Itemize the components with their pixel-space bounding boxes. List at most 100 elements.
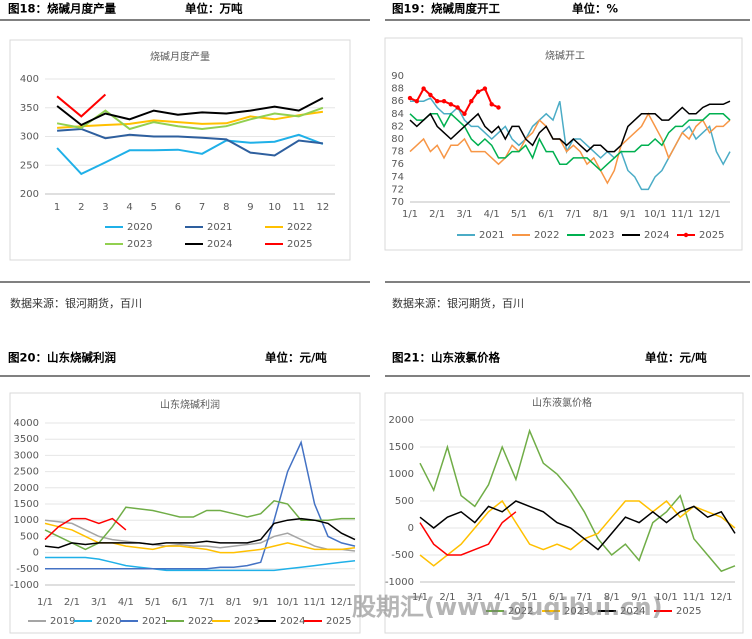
- series-line: [419, 500, 736, 551]
- x-tick-label: 12/1: [698, 209, 720, 220]
- x-tick-label: 3/1: [456, 209, 472, 220]
- legend-marker: [683, 232, 689, 238]
- y-tick-label: 500: [395, 496, 414, 507]
- legend-label: 2024: [620, 606, 645, 617]
- point: [407, 95, 413, 101]
- y-tick-label: 88: [391, 84, 404, 95]
- unit: 单位：%: [572, 2, 618, 16]
- chart-title: 山东烧碱利润: [160, 398, 220, 411]
- legend-label: 2022: [188, 616, 213, 627]
- series-line: [44, 499, 355, 551]
- x-tick-label: 10: [268, 202, 281, 213]
- x-tick-label: 12: [317, 202, 330, 213]
- series-line: [56, 97, 324, 127]
- legend-label: 2021: [142, 616, 167, 627]
- y-tick-label: 84: [391, 109, 404, 120]
- y-tick-label: 300: [20, 132, 39, 143]
- x-tick-label: 7/1: [565, 209, 581, 220]
- point: [482, 86, 488, 91]
- x-tick-label: 4/1: [494, 592, 510, 603]
- point: [421, 86, 426, 91]
- x-tick-label: 5/1: [522, 592, 538, 603]
- point: [428, 92, 433, 98]
- y-tick-label: 350: [20, 103, 39, 114]
- x-tick-label: 3: [102, 202, 108, 213]
- x-tick-label: 2/1: [429, 209, 445, 220]
- heading: 图19：烧碱周度开工: [392, 2, 501, 16]
- series-line: [45, 556, 356, 572]
- series-line: [56, 133, 324, 176]
- x-tick-label: 11/1: [303, 597, 325, 608]
- unit: 单位：元/吨: [265, 351, 327, 365]
- legend-label: 2020: [127, 222, 152, 233]
- point: [489, 102, 494, 107]
- x-tick-label: 11/1: [683, 592, 705, 603]
- y-tick-label: 1500: [389, 442, 414, 453]
- y-tick-label: 72: [391, 184, 404, 195]
- x-tick-label: 10/1: [276, 597, 298, 608]
- legend-label: 2023: [564, 606, 589, 617]
- legend-label: 2021: [207, 222, 232, 233]
- point: [455, 105, 460, 110]
- legend-label: 2022: [508, 606, 533, 617]
- x-tick-label: 8/1: [604, 592, 620, 603]
- y-tick-label: 76: [391, 159, 404, 170]
- y-tick-label: 74: [391, 172, 404, 183]
- y-tick-label: 200: [20, 189, 39, 200]
- series-line: [409, 100, 731, 153]
- legend-label: 2019: [50, 616, 75, 627]
- y-tick-label: 400: [20, 74, 39, 85]
- legend-label: 2020: [96, 616, 121, 627]
- source: 数据来源：银河期货，百川: [10, 296, 142, 310]
- y-tick-label: 1500: [14, 499, 39, 510]
- chart-frame: [384, 37, 743, 251]
- series-line: [410, 97, 731, 191]
- x-tick-label: 9/1: [253, 597, 269, 608]
- series-line: [56, 93, 107, 118]
- x-tick-label: 4/1: [484, 209, 500, 220]
- series-line: [44, 517, 127, 541]
- legend-label: 2024: [644, 230, 669, 241]
- x-tick-label: 3/1: [467, 592, 483, 603]
- series-line: [44, 522, 356, 554]
- x-tick-label: 5/1: [145, 597, 161, 608]
- y-tick-label: 1000: [14, 515, 39, 526]
- x-tick-label: 5/1: [511, 209, 527, 220]
- legend-label: 2025: [699, 230, 724, 241]
- y-tick-label: 2000: [14, 483, 39, 494]
- series-line: [44, 517, 356, 549]
- series-line: [45, 440, 356, 570]
- watermark: 股期汇(www.guqihui.cn): [352, 593, 663, 621]
- unit: 单位：元/吨: [645, 351, 707, 365]
- chart-frame: [9, 39, 351, 261]
- legend-label: 2022: [534, 230, 559, 241]
- x-tick-label: 2: [78, 202, 84, 213]
- x-tick-label: 12/1: [710, 592, 732, 603]
- series-line: [57, 127, 324, 157]
- legend-label: 2024: [280, 616, 305, 627]
- y-tick-label: 86: [391, 96, 404, 107]
- legend-label: 2023: [234, 616, 259, 627]
- point: [462, 111, 467, 117]
- x-tick-label: 9/1: [631, 592, 647, 603]
- series-line: [56, 106, 324, 131]
- legend-label: 2025: [287, 239, 312, 250]
- chart-frame: [384, 392, 744, 634]
- x-tick-label: 2/1: [439, 592, 455, 603]
- series-line: [44, 519, 356, 552]
- series-line: [419, 499, 736, 567]
- y-tick-label: 4000: [14, 418, 39, 429]
- x-tick-label: 6: [175, 202, 181, 213]
- x-tick-label: 4: [126, 202, 132, 213]
- x-tick-label: 1: [54, 202, 60, 213]
- x-tick-label: 9/1: [620, 209, 636, 220]
- y-tick-label: 2500: [14, 467, 39, 478]
- series-line: [419, 511, 517, 556]
- y-tick-label: 3000: [14, 450, 39, 461]
- chart-title: 烧碱开工: [545, 49, 585, 62]
- point: [448, 102, 454, 107]
- x-tick-label: 8/1: [593, 209, 609, 220]
- x-tick-label: 7/1: [576, 592, 592, 603]
- series-line: [409, 112, 731, 185]
- x-tick-label: 1/1: [402, 209, 418, 220]
